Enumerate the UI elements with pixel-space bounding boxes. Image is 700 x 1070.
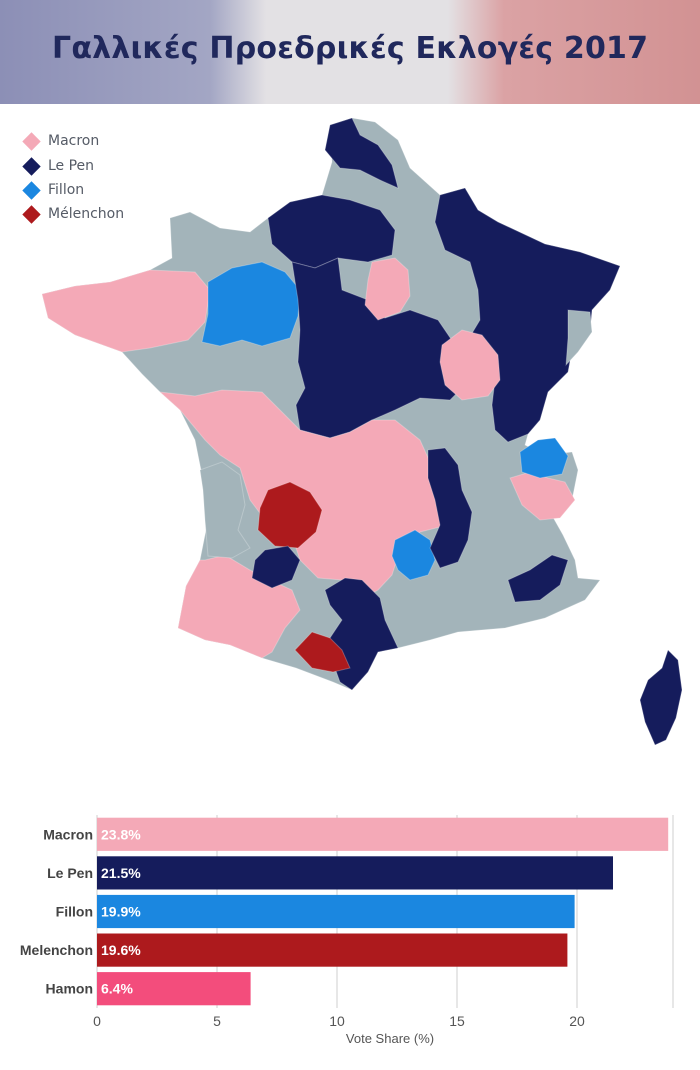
bar-hamon (97, 972, 251, 1006)
legend-item-lepen: Le Pen (22, 155, 94, 177)
x-tick-5: 5 (213, 1013, 221, 1029)
bar-fillon (97, 894, 575, 929)
france-map (41, 117, 683, 746)
region-macron-paris (364, 257, 411, 321)
region-brittany (41, 269, 211, 353)
page-title: Γαλλικές Προεδρικές Εκλογές 2017 (52, 31, 649, 66)
vote-share-chart: 0 5 10 15 20 Macron 23.8% Le Pen 21.5% Fillon 19.9… (20, 815, 674, 1046)
bar-melenchon (97, 933, 568, 967)
x-tick-15: 15 (449, 1013, 465, 1029)
title-banner: Γαλλικές Προεδρικές Εκλογές 2017 (0, 0, 700, 104)
y-tick-macron: Macron (43, 826, 93, 842)
region-lepen-corsica (639, 649, 683, 746)
region-other-east (565, 309, 593, 367)
chart-bars (97, 817, 669, 1006)
data-label-macron: 23.8% (101, 826, 141, 842)
legend-swatch-macron (22, 131, 41, 151)
chart-labels: 0 5 10 15 20 Macron 23.8% Le Pen 21.5% Fillon 19.9… (20, 826, 585, 1029)
legend-item-melenchon: Mélenchon (22, 203, 124, 225)
bar-le pen (97, 856, 613, 890)
region-fillon-centre (391, 529, 436, 581)
y-tick-le pen: Le Pen (47, 865, 93, 881)
region-other-gironde (199, 461, 251, 559)
region-fillon-northwest (201, 261, 301, 347)
legend-swatch-fillon (22, 180, 41, 200)
legend-item-fillon: Fillon (22, 179, 84, 201)
x-tick-20: 20 (569, 1013, 585, 1029)
legend-swatch-lepen (22, 156, 41, 176)
y-tick-melenchon: Melenchon (20, 942, 93, 958)
legend-label-lepen: Le Pen (48, 158, 95, 174)
region-lepen-centre (291, 257, 466, 439)
bar-macron (97, 817, 669, 851)
legend-label-fillon: Fillon (48, 182, 85, 198)
y-tick-fillon: Fillon (56, 904, 93, 920)
region-fillon-alps (519, 437, 569, 479)
legend-swatch-melenchon (22, 204, 41, 224)
region-lepen-northeast (434, 187, 621, 443)
region-melenchon-dordogne (257, 481, 323, 549)
legend-item-macron: Macron (22, 130, 99, 152)
data-label-fillon: 19.9% (101, 904, 141, 920)
data-label-hamon: 6.4% (101, 981, 133, 997)
legend-label-macron: Macron (48, 133, 100, 149)
region-lepen-rhone (427, 447, 473, 569)
region-lepen-nord (324, 117, 399, 189)
data-label-le pen: 21.5% (101, 865, 141, 881)
x-tick-0: 0 (93, 1013, 101, 1029)
region-lepen-lotgaronne (251, 545, 301, 589)
data-label-melenchon: 19.6% (101, 942, 141, 958)
y-tick-hamon: Hamon (46, 981, 93, 997)
region-macron-burgundy (439, 329, 501, 401)
region-melenchon-ariege (294, 631, 351, 673)
x-tick-10: 10 (329, 1013, 345, 1029)
x-axis-label: Vote Share (%) (346, 1031, 434, 1046)
region-lepen-provence (507, 554, 569, 603)
legend-label-melenchon: Mélenchon (48, 206, 125, 222)
